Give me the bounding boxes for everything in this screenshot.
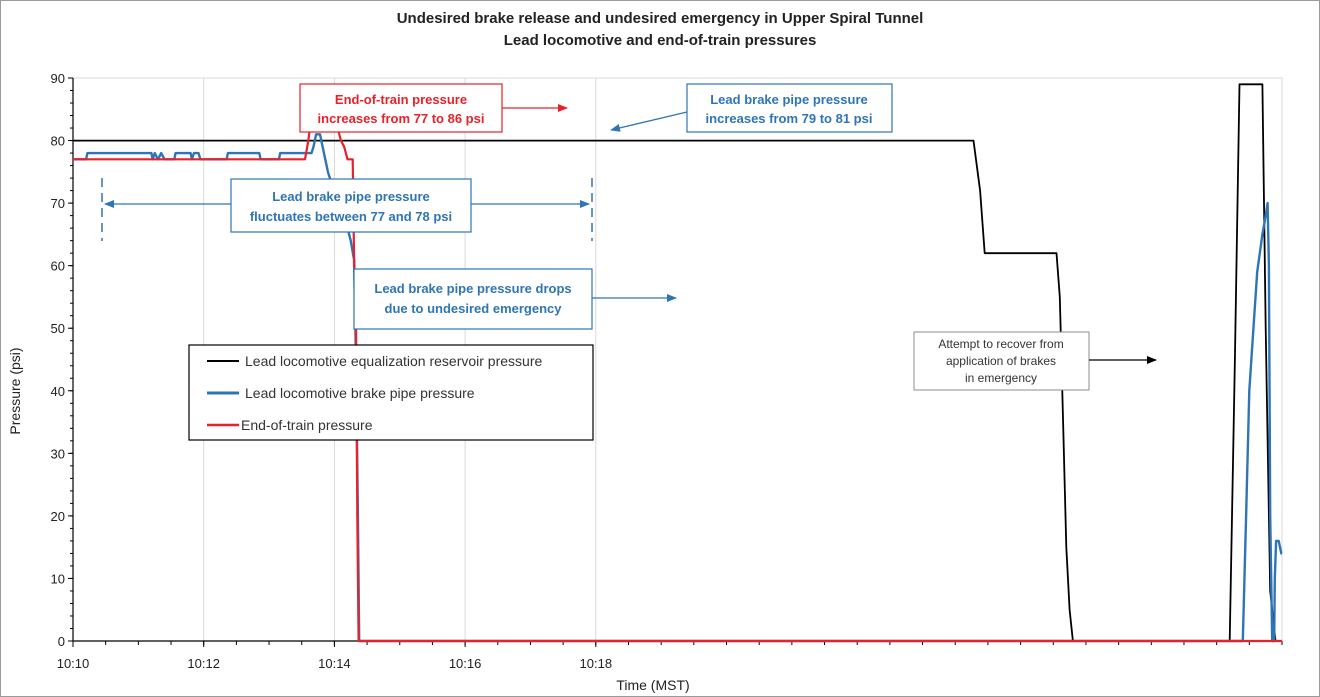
y-tick-label: 0 [58,634,65,649]
legend: Lead locomotive equalization reservoir p… [188,344,594,441]
y-axis-title: Pressure (psi) [7,347,23,434]
annotation-bp-increase-arrow [610,111,688,132]
annotation-recover: Attempt to recover from application of b… [913,331,1157,391]
annotation-recover-line2: application of brakes [946,354,1056,368]
y-tick-label: 70 [51,196,65,211]
annotation-bp-fluctuate: Lead brake pipe pressure fluctuates betw… [101,178,593,241]
x-tick-label: 10:16 [449,656,482,671]
annotation-eot-increase: End-of-train pressure increases from 77 … [299,83,568,133]
annotation-bp-drop-line2: due to undesired emergency [385,301,563,316]
x-axis-title: Time (MST) [616,677,689,693]
y-tick-label: 80 [51,134,65,149]
x-tick-label: 10:10 [57,656,90,671]
x-tick-label: 10:14 [318,656,351,671]
annotation-bp-increase-line1: Lead brake pipe pressure [710,92,868,107]
annotation-eot-increase-line2: increases from 77 to 86 psi [318,111,485,126]
annotation-bp-drop: Lead brake pipe pressure drops due to un… [353,268,677,330]
y-tick-label: 20 [51,509,65,524]
y-tick-label: 90 [51,71,65,86]
legend-label-equalization: Lead locomotive equalization reservoir p… [245,353,542,369]
series-equalization-line [73,83,1282,642]
y-tick-label: 50 [51,321,65,336]
y-tick-label: 40 [51,384,65,399]
y-tick-label: 60 [51,259,65,274]
x-tick-label: 10:12 [187,656,220,671]
annotation-eot-increase-line1: End-of-train pressure [335,92,467,107]
annotation-bp-increase: Lead brake pipe pressure increases from … [610,83,893,133]
y-tick-label: 10 [51,571,65,586]
chart-title: Undesired brake release and undesired em… [397,10,924,27]
annotation-bp-drop-line1: Lead brake pipe pressure drops [374,281,571,296]
y-tick-label: 30 [51,446,65,461]
annotation-bp-fluctuate-line2: fluctuates between 77 and 78 psi [250,209,452,224]
annotation-recover-line1: Attempt to recover from [938,337,1063,351]
annotation-bp-fluctuate-line1: Lead brake pipe pressure [272,189,430,204]
chart-subtitle: Lead locomotive and end-of-train pressur… [504,32,817,49]
legend-label-brake-pipe: Lead locomotive brake pipe pressure [245,385,475,401]
annotation-bp-increase-line2: increases from 79 to 81 psi [706,111,873,126]
legend-label-eot: End-of-train pressure [241,417,373,433]
annotation-recover-line3: in emergency [965,371,1037,385]
x-tick-label: 10:18 [580,656,613,671]
